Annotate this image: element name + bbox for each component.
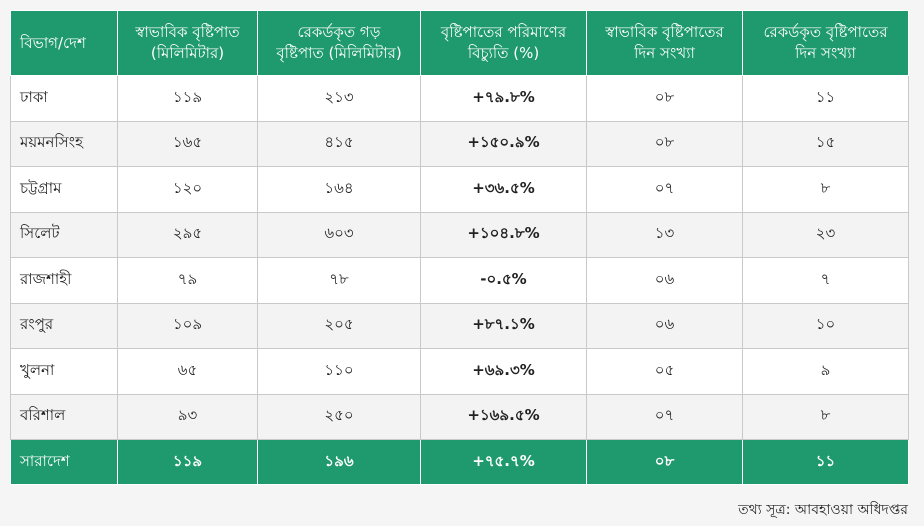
table-header: বিভাগ/দেশ স্বাভাবিক বৃষ্টিপাত (মিলিমিটার… [10, 10, 909, 76]
table-row: বরিশাল ৯৩ ২৫০ +১৬৯.৫% ০৭ ৮ [10, 393, 909, 440]
cell-normal-rainfall: ৬৫ [117, 348, 258, 395]
cell-recorded-rain-days: ৮ [742, 166, 909, 213]
cell-recorded-rainfall: ৭৮ [257, 257, 421, 304]
source-note: তথ্য সূত্র: আবহাওয়া অধিদপ্তর [738, 502, 908, 518]
cell-normal-rainfall: ৭৯ [117, 257, 258, 304]
cell-normal-rain-days: ০৬ [586, 257, 743, 304]
table-row: ঢাকা ১১৯ ২১৩ +৭৯.৮% ০৮ ১১ [10, 75, 909, 122]
cell-recorded-rainfall: ৬০৩ [257, 211, 421, 258]
cell-normal-rain-days: ০৭ [586, 393, 743, 440]
header-deviation: বৃষ্টিপাতের পরিমাণের বিচ্যুতি (%) [420, 10, 587, 76]
cell-recorded-rain-days: ৮ [742, 393, 909, 440]
cell-recorded-rainfall: ২১৩ [257, 75, 421, 122]
cell-recorded-rain-days: ১১ [742, 75, 909, 122]
cell-recorded-rainfall: ২০৫ [257, 302, 421, 349]
table-footer: সারাদেশ ১১৯ ১৯৬ +৭৫.৭% ০৮ ১১ [10, 439, 909, 485]
cell-recorded-rain-days: ২৩ [742, 211, 909, 258]
cell-normal-rain-days: ০৮ [586, 120, 743, 167]
cell-normal-rain-days: ০৮ [586, 75, 743, 122]
header-normal-rain-days: স্বাভাবিক বৃষ্টিপাতের দিন সংখ্যা [586, 10, 743, 76]
cell-division: খুলনা [10, 348, 118, 395]
cell-deviation: +৮৭.১% [420, 302, 587, 349]
cell-division: বরিশাল [10, 393, 118, 440]
cell-division: রাজশাহী [10, 257, 118, 304]
cell-normal-rain-days: ১৩ [586, 211, 743, 258]
table-row: সিলেট ২৯৫ ৬০৩ +১০৪.৮% ১৩ ২৩ [10, 211, 909, 258]
cell-normal-rain-days: ০৫ [586, 348, 743, 395]
cell-recorded-rain-days: ৯ [742, 348, 909, 395]
cell-division: ময়মনসিংহ [10, 120, 118, 167]
cell-normal-rainfall: ৯৩ [117, 393, 258, 440]
cell-recorded-rain-days: ৭ [742, 257, 909, 304]
header-recorded-rain-days: রেকর্ডকৃত বৃষ্টিপাতের দিন সংখ্যা [742, 10, 909, 76]
cell-deviation: +১৫০.৯% [420, 120, 587, 167]
cell-recorded-rain-days: ১০ [742, 302, 909, 349]
table-row: রংপুর ১০৯ ২০৫ +৮৭.১% ০৬ ১০ [10, 302, 909, 349]
cell-normal-rainfall: ১১৯ [117, 75, 258, 122]
cell-normal-rainfall: ১০৯ [117, 302, 258, 349]
rainfall-table: বিভাগ/দেশ স্বাভাবিক বৃষ্টিপাত (মিলিমিটার… [10, 10, 909, 485]
table-row: ময়মনসিংহ ১৬৫ ৪১৫ +১৫০.৯% ০৮ ১৫ [10, 120, 909, 167]
table-row: চট্টগ্রাম ১২০ ১৬৪ +৩৬.৫% ০৭ ৮ [10, 166, 909, 213]
cell-normal-rainfall: ১৬৫ [117, 120, 258, 167]
cell-deviation: +৩৬.৫% [420, 166, 587, 213]
cell-normal-rain-days: ০৭ [586, 166, 743, 213]
total-recorded-rain-days: ১১ [742, 439, 909, 485]
cell-deviation: +৭৯.৮% [420, 75, 587, 122]
cell-division: চট্টগ্রাম [10, 166, 118, 213]
total-normal-rain-days: ০৮ [586, 439, 743, 485]
total-recorded-rainfall: ১৯৬ [257, 439, 421, 485]
header-division: বিভাগ/দেশ [10, 10, 118, 76]
rainfall-table-container: বিভাগ/দেশ স্বাভাবিক বৃষ্টিপাত (মিলিমিটার… [10, 10, 909, 485]
cell-normal-rainfall: ২৯৫ [117, 211, 258, 258]
header-recorded-rainfall: রেকর্ডকৃত গড় বৃষ্টিপাত (মিলিমিটার) [257, 10, 421, 76]
table-row: রাজশাহী ৭৯ ৭৮ -০.৫% ০৬ ৭ [10, 257, 909, 304]
cell-deviation: +১০৪.৮% [420, 211, 587, 258]
table-row: খুলনা ৬৫ ১১০ +৬৯.৩% ০৫ ৯ [10, 348, 909, 395]
cell-recorded-rainfall: ২৫০ [257, 393, 421, 440]
total-deviation: +৭৫.৭% [420, 439, 587, 485]
cell-division: সিলেট [10, 211, 118, 258]
cell-recorded-rainfall: ৪১৫ [257, 120, 421, 167]
cell-normal-rain-days: ০৬ [586, 302, 743, 349]
cell-recorded-rain-days: ১৫ [742, 120, 909, 167]
cell-deviation: +৬৯.৩% [420, 348, 587, 395]
total-row: সারাদেশ ১১৯ ১৯৬ +৭৫.৭% ০৮ ১১ [10, 439, 909, 485]
cell-division: রংপুর [10, 302, 118, 349]
cell-deviation: +১৬৯.৫% [420, 393, 587, 440]
cell-deviation: -০.৫% [420, 257, 587, 304]
header-row: বিভাগ/দেশ স্বাভাবিক বৃষ্টিপাত (মিলিমিটার… [10, 10, 909, 76]
cell-recorded-rainfall: ১১০ [257, 348, 421, 395]
cell-recorded-rainfall: ১৬৪ [257, 166, 421, 213]
header-normal-rainfall: স্বাভাবিক বৃষ্টিপাত (মিলিমিটার) [117, 10, 258, 76]
table-body: ঢাকা ১১৯ ২১৩ +৭৯.৮% ০৮ ১১ ময়মনসিংহ ১৬৫ … [10, 75, 909, 440]
cell-normal-rainfall: ১২০ [117, 166, 258, 213]
cell-division: ঢাকা [10, 75, 118, 122]
total-normal-rainfall: ১১৯ [117, 439, 258, 485]
total-label: সারাদেশ [10, 439, 118, 485]
